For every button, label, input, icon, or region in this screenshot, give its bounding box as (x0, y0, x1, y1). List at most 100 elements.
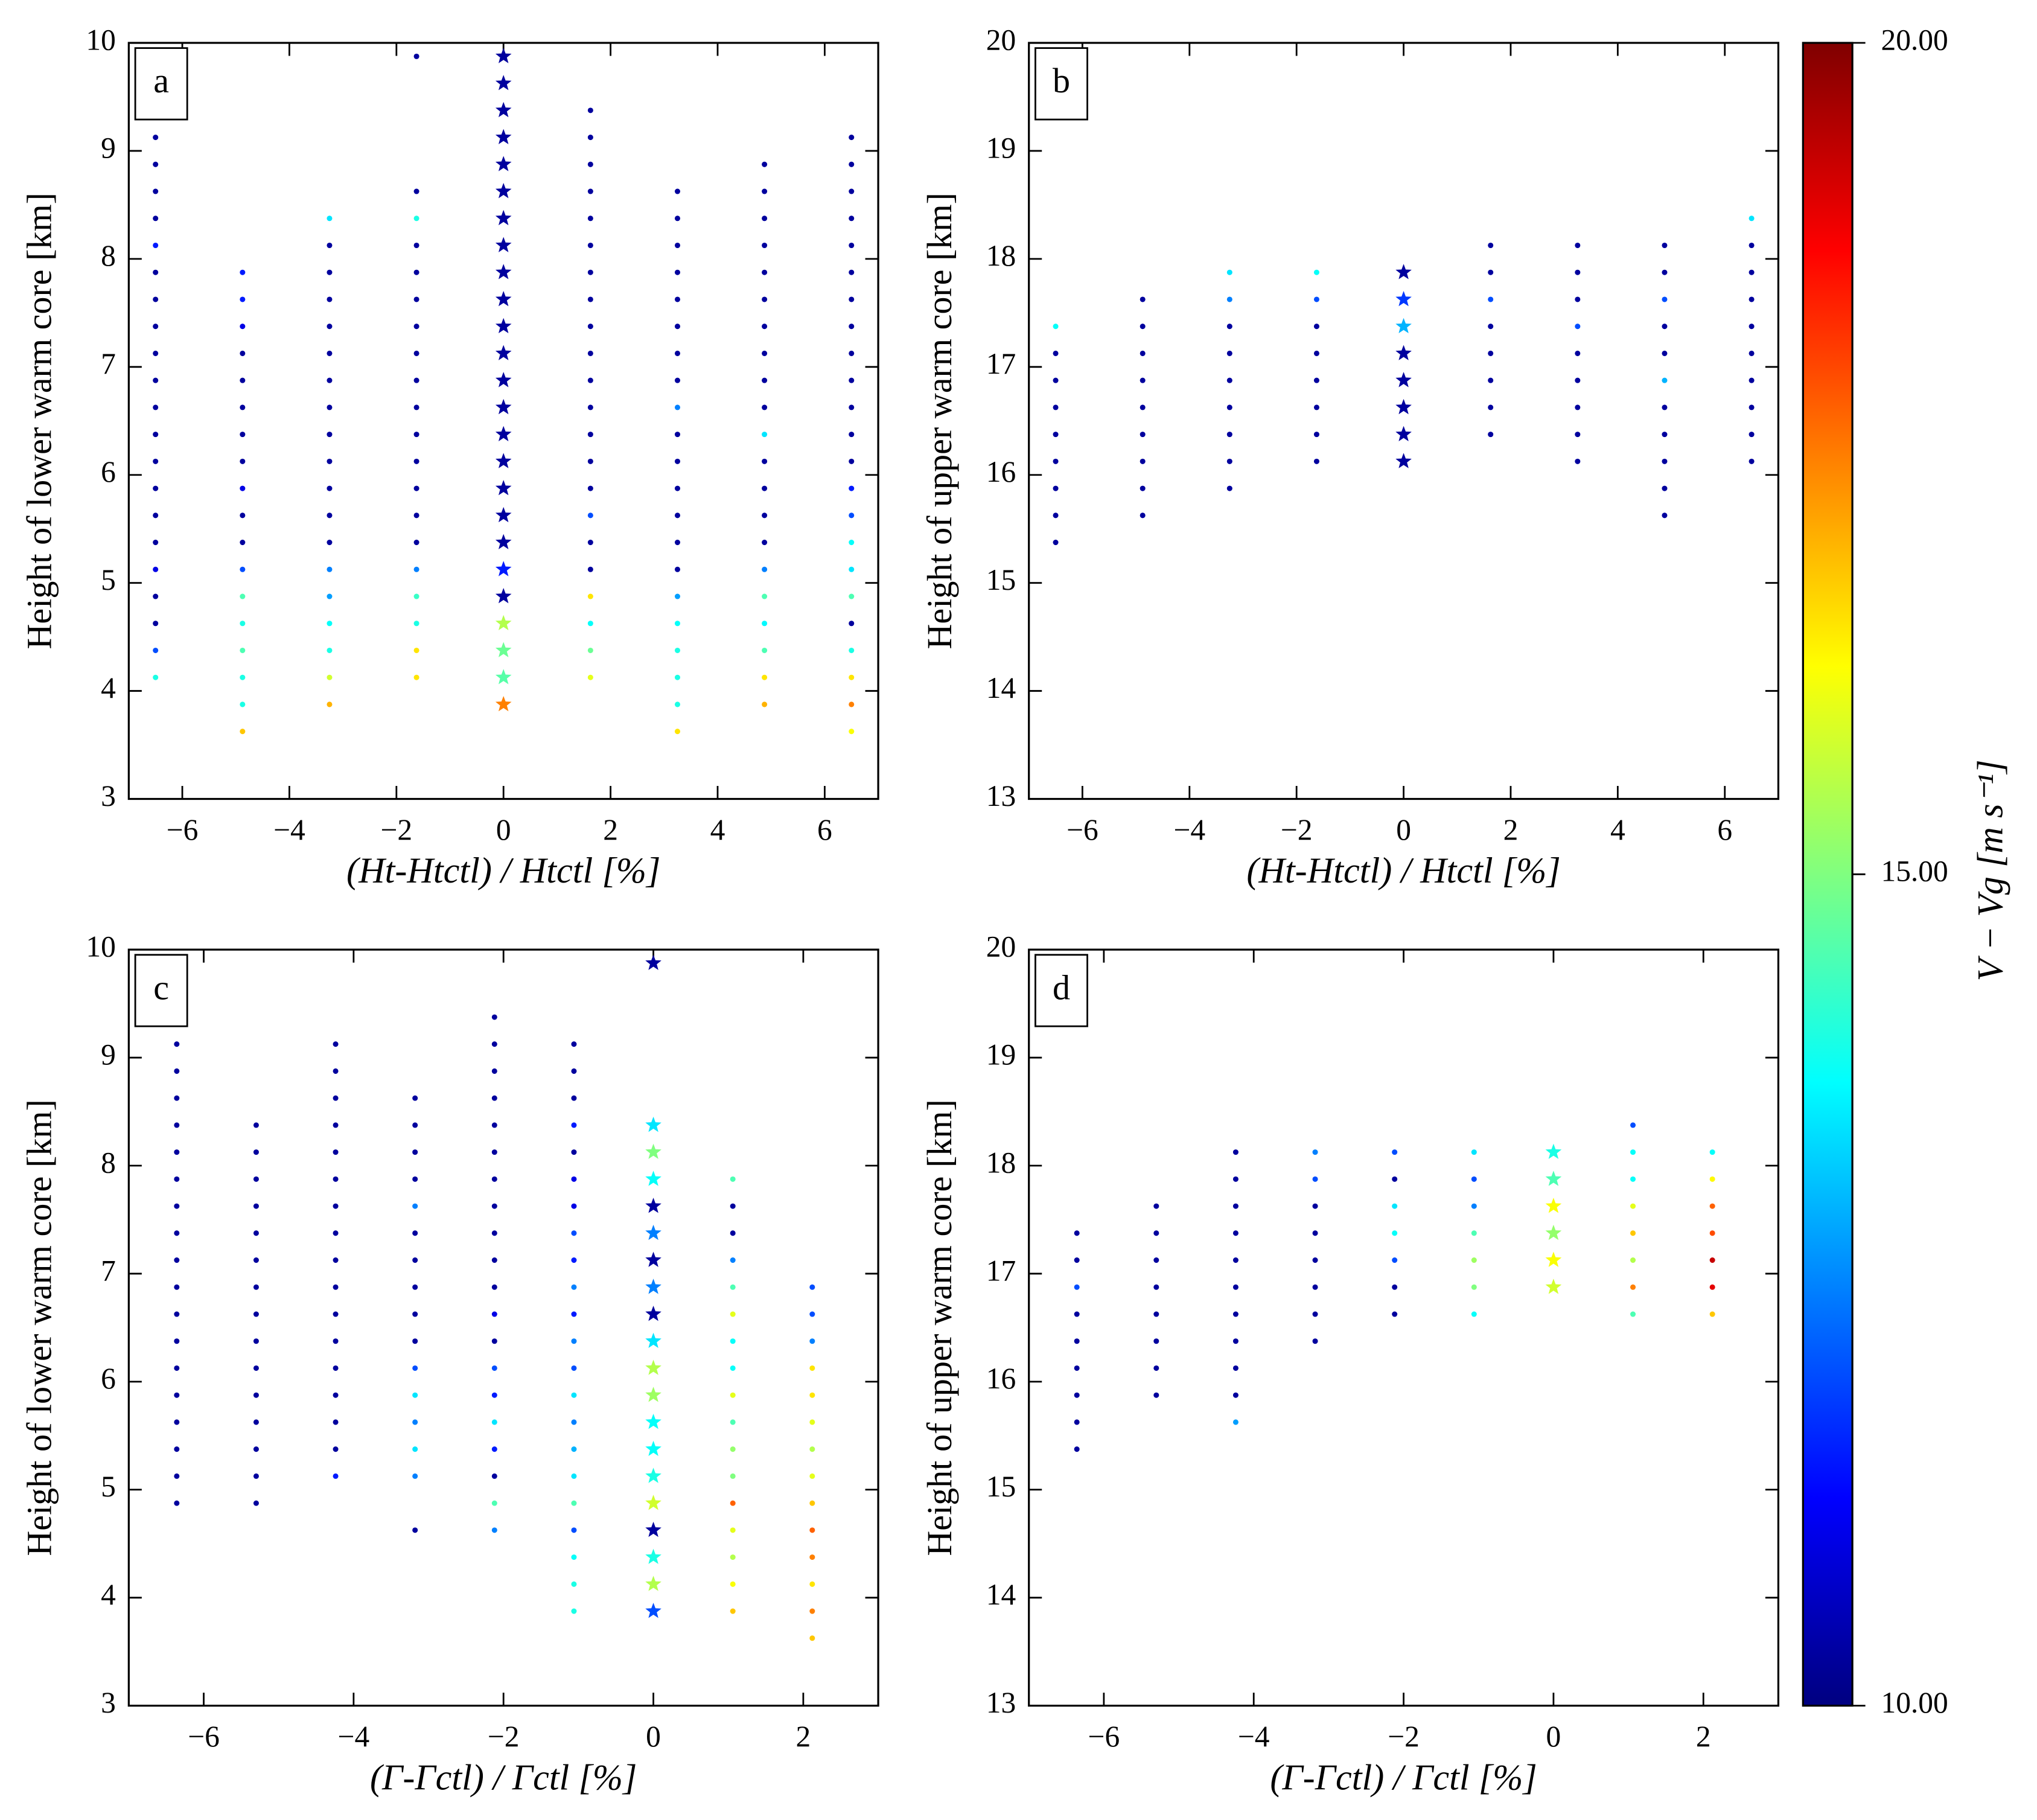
point (587, 324, 593, 330)
point (1053, 432, 1059, 438)
point (412, 1473, 418, 1479)
point (587, 621, 593, 627)
point (174, 1446, 180, 1452)
point (571, 1419, 577, 1425)
star-point (495, 695, 512, 712)
star-point (645, 1306, 661, 1321)
star-point (495, 372, 512, 388)
plot-frame (127, 948, 879, 1707)
point (1232, 1230, 1238, 1236)
point (849, 566, 855, 572)
point (327, 324, 333, 330)
point (413, 458, 419, 464)
x-tick-label: −2 (488, 1720, 520, 1753)
y-tick-label: 4 (101, 1578, 116, 1611)
point (240, 458, 246, 464)
point (809, 1500, 815, 1506)
point (674, 566, 680, 572)
panel-label-box (1034, 954, 1088, 1027)
point (849, 350, 855, 356)
point (849, 324, 855, 330)
point (1749, 432, 1755, 438)
point (1053, 458, 1059, 464)
point (412, 1392, 418, 1398)
star-point (495, 318, 512, 334)
star-point (645, 1279, 661, 1294)
star-point (495, 398, 512, 415)
point (587, 269, 593, 275)
y-tick-label: 15 (986, 563, 1016, 596)
point (1053, 404, 1059, 410)
point (413, 324, 419, 330)
point (587, 404, 593, 410)
x-tick-label: −4 (338, 1720, 370, 1753)
point (1488, 269, 1494, 275)
point (253, 1500, 259, 1506)
colorbar (1802, 42, 1854, 1707)
point (240, 540, 246, 546)
star-point (495, 426, 512, 441)
point (587, 107, 593, 113)
point (571, 1581, 577, 1587)
point (1575, 432, 1581, 438)
point (809, 1608, 815, 1614)
y-tick-label: 3 (101, 779, 116, 813)
point (849, 674, 855, 680)
point (174, 1176, 180, 1182)
point (412, 1257, 418, 1263)
x-tick-label: 2 (1696, 1720, 1711, 1753)
star-point (495, 345, 512, 360)
y-tick-label: 9 (101, 1038, 116, 1071)
point (327, 296, 333, 302)
point (1053, 324, 1059, 330)
star-point (645, 1467, 661, 1483)
point (1662, 269, 1668, 275)
y-tick-label: 16 (986, 455, 1016, 488)
point (1232, 1203, 1238, 1209)
point (412, 1338, 418, 1344)
point (153, 350, 159, 356)
panel-label: d (1053, 968, 1070, 1007)
point (762, 216, 768, 222)
point (240, 404, 246, 410)
point (571, 1230, 577, 1236)
point (587, 566, 593, 572)
point (762, 242, 768, 249)
point (1488, 432, 1494, 438)
star-point (495, 48, 512, 63)
point (587, 432, 593, 438)
point (1312, 1257, 1318, 1263)
point (491, 1500, 497, 1506)
point (809, 1635, 815, 1641)
point (240, 701, 246, 707)
point (253, 1392, 259, 1398)
point (327, 404, 333, 410)
point (333, 1338, 339, 1344)
y-tick-label: 20 (986, 23, 1016, 56)
point (849, 404, 855, 410)
point (571, 1527, 577, 1533)
point (1662, 512, 1668, 519)
point (1226, 269, 1232, 275)
x-axis-label: (Γ-Γctl) / Γctl [%] (1270, 1757, 1537, 1798)
point (730, 1176, 736, 1182)
point (1662, 377, 1668, 383)
point (762, 377, 768, 383)
point (333, 1284, 339, 1290)
point (1471, 1149, 1477, 1155)
point (413, 377, 419, 383)
point (413, 216, 419, 222)
point (762, 350, 768, 356)
point (491, 1392, 497, 1398)
point (1153, 1392, 1159, 1398)
point (1575, 269, 1581, 275)
y-tick-label: 8 (101, 239, 116, 272)
point (412, 1230, 418, 1236)
point (809, 1338, 815, 1344)
point (491, 1149, 497, 1155)
star-point (495, 642, 512, 657)
point (762, 161, 768, 167)
point (762, 701, 768, 707)
point (1662, 404, 1668, 410)
x-tick-label: −2 (1281, 813, 1313, 846)
